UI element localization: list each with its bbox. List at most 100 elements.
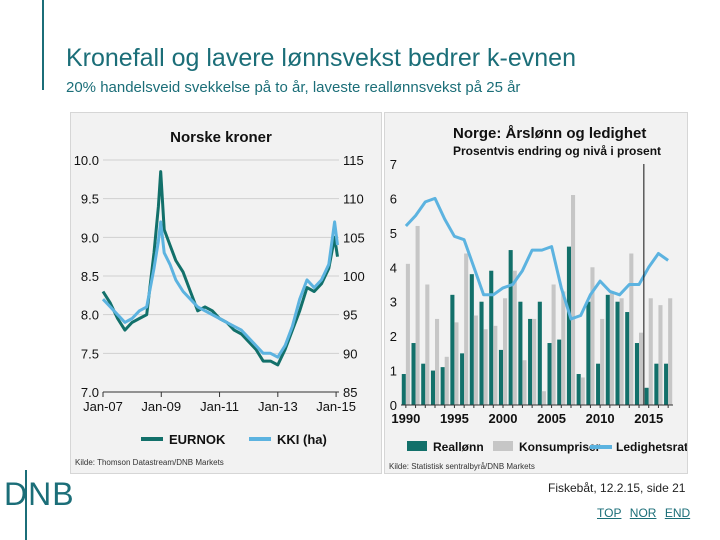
bar-konsumpriser bbox=[435, 318, 440, 405]
legend-swatch bbox=[493, 441, 513, 451]
chart-panel-arslonn-ledighet: Norge: Årslønn og ledighet Prosentvis end… bbox=[384, 112, 695, 474]
bar-konsumpriser bbox=[522, 360, 527, 405]
bar-konsumpriser bbox=[405, 263, 410, 405]
bar-reallonn bbox=[596, 363, 601, 405]
nav-link-top[interactable]: TOP bbox=[597, 506, 622, 520]
bar-konsumpriser bbox=[609, 291, 614, 405]
y-left-tick-label: 10.0 bbox=[74, 153, 99, 168]
bar-konsumpriser bbox=[503, 298, 508, 405]
x-tick-label: 2005 bbox=[537, 411, 566, 426]
y-right-tick-label: 90 bbox=[343, 346, 357, 361]
bar-reallonn bbox=[479, 301, 484, 405]
bar-konsumpriser bbox=[580, 377, 585, 405]
footer-text: Fiskebåt, 12.2.15, side 21 bbox=[548, 481, 686, 495]
bar-reallonn bbox=[508, 250, 513, 405]
dnb-logo: DNB bbox=[4, 476, 75, 512]
bar-reallonn bbox=[557, 339, 562, 405]
x-tick-label: 2010 bbox=[586, 411, 615, 426]
bar-konsumpriser bbox=[668, 298, 673, 405]
x-tick-label: 1990 bbox=[391, 411, 420, 426]
y-tick-label: 1 bbox=[390, 364, 397, 379]
bar-reallonn bbox=[586, 301, 591, 405]
x-tick-label: Jan-11 bbox=[200, 399, 239, 414]
slide-title: Kronefall og lavere lønnsvekst bedrer k-… bbox=[66, 44, 576, 72]
bar-konsumpriser bbox=[532, 318, 537, 405]
bar-reallonn bbox=[528, 318, 533, 405]
bar-konsumpriser bbox=[473, 315, 478, 405]
bar-reallonn bbox=[615, 301, 620, 405]
bar-reallonn bbox=[469, 274, 474, 405]
bar-reallonn bbox=[518, 301, 523, 405]
series-line-ledighetsrate bbox=[404, 196, 669, 321]
bar-reallonn bbox=[498, 349, 503, 405]
nav-link-end[interactable]: END bbox=[664, 506, 691, 520]
chart-source: Kilde: Statistisk sentralbyrå/DNB Market… bbox=[389, 462, 535, 471]
bar-reallonn bbox=[489, 270, 494, 405]
y-right-tick-label: 85 bbox=[343, 385, 357, 400]
accent-line-bottom bbox=[25, 470, 27, 540]
bar-konsumpriser bbox=[541, 391, 546, 405]
bar-reallonn bbox=[547, 343, 552, 405]
bar-reallonn bbox=[625, 312, 630, 405]
bar-konsumpriser bbox=[629, 253, 634, 405]
bar-reallonn bbox=[460, 353, 465, 405]
series-line-kki-ha- bbox=[101, 220, 339, 359]
legend-swatch bbox=[407, 441, 427, 451]
y-left-tick-label: 8.0 bbox=[81, 308, 99, 323]
y-tick-label: 7 bbox=[390, 157, 397, 172]
bar-konsumpriser bbox=[464, 253, 469, 405]
x-tick-label: 2015 bbox=[634, 411, 663, 426]
bar-konsumpriser bbox=[493, 325, 498, 405]
nav-links: TOP NOR END bbox=[597, 506, 695, 520]
y-tick-label: 0 bbox=[390, 398, 397, 413]
bar-reallonn bbox=[576, 374, 581, 405]
bar-konsumpriser bbox=[619, 298, 624, 405]
bar-konsumpriser bbox=[571, 194, 576, 405]
x-tick-label: Jan-13 bbox=[258, 399, 298, 414]
bar-konsumpriser bbox=[648, 298, 653, 405]
bar-konsumpriser bbox=[658, 305, 663, 405]
bar-konsumpriser bbox=[590, 267, 595, 405]
y-right-tick-label: 95 bbox=[343, 308, 357, 323]
x-tick-label: 2000 bbox=[489, 411, 518, 426]
legend-label: Ledighetsrate bbox=[616, 440, 687, 454]
bar-konsumpriser bbox=[551, 284, 556, 405]
y-tick-label: 6 bbox=[390, 191, 397, 206]
y-right-tick-label: 100 bbox=[343, 269, 365, 284]
bar-reallonn bbox=[430, 370, 435, 405]
bar-konsumpriser bbox=[561, 291, 566, 405]
x-tick-label: 1995 bbox=[440, 411, 469, 426]
y-left-tick-label: 9.5 bbox=[81, 192, 99, 207]
bar-reallonn bbox=[654, 363, 659, 405]
slide-subtitle: 20% handelsveid svekkelse på to år, lave… bbox=[66, 79, 521, 96]
bar-konsumpriser bbox=[512, 270, 517, 405]
x-tick-label: Jan-07 bbox=[83, 399, 123, 414]
chart-arslonn-ledighet: Norge: Årslønn og ledighet Prosentvis end… bbox=[389, 125, 695, 471]
bar-reallonn bbox=[644, 387, 649, 405]
chart-title: Norge: Årslønn og ledighet bbox=[453, 125, 646, 142]
y-right-tick-label: 105 bbox=[343, 230, 365, 245]
chart-panel-norske-kroner: Norske kroner 10.0 9.5 9.0 8.5 8.0 7.5 7.0 115 11… bbox=[70, 112, 382, 474]
y-left-tick-label: 7.5 bbox=[81, 346, 99, 361]
bar-reallonn bbox=[634, 343, 639, 405]
x-tick-label: Jan-15 bbox=[316, 399, 356, 414]
y-left-tick-label: 9.0 bbox=[81, 230, 99, 245]
chart-title: Norske kroner bbox=[170, 129, 272, 146]
bar-konsumpriser bbox=[483, 329, 488, 405]
chart-subtitle: Prosentvis endring og nivå i prosent bbox=[453, 144, 661, 158]
bar-konsumpriser bbox=[454, 322, 459, 405]
bar-reallonn bbox=[605, 294, 610, 405]
accent-line-top bbox=[42, 0, 44, 90]
y-tick-label: 2 bbox=[390, 329, 397, 344]
bar-konsumpriser bbox=[639, 332, 644, 405]
bar-reallonn bbox=[450, 294, 455, 405]
nav-link-nor[interactable]: NOR bbox=[629, 506, 657, 520]
legend-label: Reallønn bbox=[433, 440, 484, 454]
bar-reallonn bbox=[440, 367, 445, 405]
bar-konsumpriser bbox=[425, 284, 430, 405]
bar-konsumpriser bbox=[444, 356, 449, 405]
y-tick-label: 4 bbox=[390, 260, 397, 275]
y-tick-label: 3 bbox=[390, 295, 397, 310]
series-line-eurnok bbox=[101, 170, 339, 367]
bar-konsumpriser bbox=[415, 225, 420, 405]
